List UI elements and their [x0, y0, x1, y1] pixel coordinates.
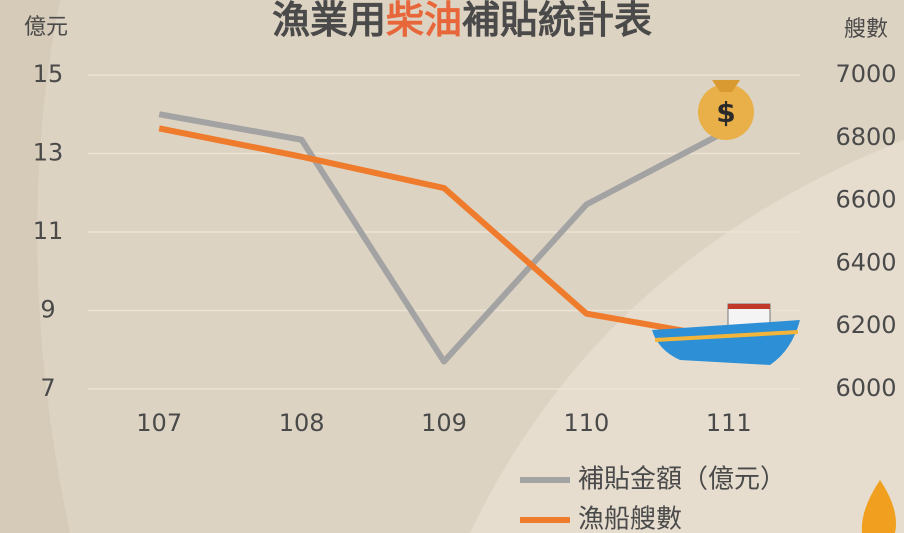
x-tick-label: 111 — [706, 409, 752, 437]
y2-tick-label: 6000 — [835, 374, 896, 402]
y2-tick-label: 6600 — [835, 186, 896, 214]
y-tick-label: 13 — [33, 139, 64, 167]
title-part: 柴油 — [386, 0, 462, 42]
x-tick-label: 107 — [136, 409, 182, 437]
title-part: 補貼統計表 — [462, 0, 652, 42]
legend-label: 漁船艘數 — [578, 505, 682, 533]
y2-tick-label: 6200 — [835, 311, 896, 339]
chart: 漁業用柴油補貼統計表 億元 艘數 7 9 11 13 15 6000 6200 6400 660… — [0, 0, 904, 533]
y-tick-label: 9 — [40, 296, 55, 324]
chart-title: 漁業用柴油補貼統計表 — [272, 0, 652, 42]
y-axis-title: 億元 — [24, 15, 68, 40]
y2-tick-label: 6800 — [835, 123, 896, 151]
legend-label: 補貼金額（億元） — [578, 465, 786, 495]
y2-tick-label: 6400 — [835, 248, 896, 276]
x-tick-label: 110 — [563, 409, 609, 437]
x-tick-label: 108 — [279, 409, 325, 437]
svg-text:$: $ — [716, 96, 735, 129]
y2-axis-title: 艘數 — [844, 17, 888, 42]
y-tick-label: 15 — [33, 60, 64, 88]
x-tick-label: 109 — [421, 409, 467, 437]
y2-tick-label: 7000 — [835, 60, 896, 88]
y-tick-label: 11 — [33, 217, 64, 245]
title-part: 漁業用 — [272, 0, 386, 42]
y-tick-label: 7 — [40, 374, 55, 402]
